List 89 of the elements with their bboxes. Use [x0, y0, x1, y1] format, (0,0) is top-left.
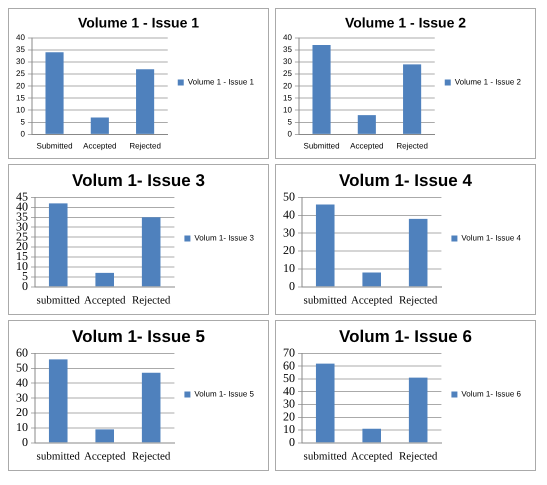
bar [95, 272, 114, 286]
y-tick-label: 40 [283, 384, 295, 398]
y-tick-label: 30 [283, 396, 295, 411]
bar [136, 69, 154, 134]
y-tick-label: 70 [283, 346, 295, 360]
x-tick-label: Rejected [396, 141, 428, 150]
y-tick-label: 15 [282, 93, 292, 102]
y-tick-label: 10 [16, 105, 26, 114]
y-tick-label: 15 [16, 93, 26, 102]
bar [403, 64, 422, 134]
chart-title: Volume 1 - Issue 1 [78, 14, 200, 30]
y-tick-label: 35 [16, 209, 28, 224]
x-tick-label: Rejected [132, 294, 171, 306]
y-tick-label: 5 [20, 118, 26, 127]
x-tick-label: Rejected [132, 450, 171, 462]
y-tick-label: 20 [282, 81, 292, 90]
bar [142, 217, 160, 286]
bar [48, 359, 68, 442]
x-tick-label: Accepted [83, 141, 116, 150]
y-tick-label: 25 [282, 69, 292, 78]
y-tick-label: 40 [282, 33, 292, 42]
y-tick-label: 50 [283, 371, 295, 386]
bar [90, 117, 109, 134]
y-tick-label: 5 [287, 118, 292, 127]
x-tick-label: Accepted [350, 141, 384, 150]
y-tick-label: 25 [16, 69, 26, 78]
bar [45, 52, 64, 134]
y-tick-label: 0 [289, 434, 295, 449]
y-tick-label: 60 [16, 346, 28, 360]
y-tick-label: 40 [283, 207, 295, 222]
y-tick-label: 0 [289, 278, 295, 293]
x-tick-label: Rejected [398, 450, 438, 462]
y-tick-label: 0 [20, 130, 26, 139]
y-tick-label: 40 [16, 33, 26, 42]
y-tick-label: 20 [16, 81, 26, 90]
y-tick-label: 35 [16, 45, 26, 54]
y-tick-label: 30 [283, 225, 295, 240]
bar [362, 272, 381, 286]
x-tick-label: Submitted [304, 141, 340, 150]
bar [316, 364, 335, 442]
bar [48, 203, 68, 286]
legend-label: Volume 1 - Issue 2 [454, 78, 522, 87]
y-tick-label: 0 [22, 434, 28, 449]
x-tick-label: Accepted [84, 450, 126, 462]
x-tick-label: submitted [36, 450, 80, 462]
legend-label: Volum 1- Issue 6 [461, 390, 522, 399]
x-tick-label: Accepted [84, 294, 126, 306]
y-tick-label: 20 [16, 405, 28, 420]
x-tick-label: Submitted [36, 141, 73, 150]
legend-label: Volum 1- Issue 3 [194, 234, 255, 243]
bar [408, 378, 428, 442]
bar [95, 429, 114, 442]
legend-label: Volum 1- Issue 4 [461, 234, 522, 243]
y-tick-label: 10 [283, 422, 295, 436]
y-tick-label: 10 [16, 420, 28, 434]
bar [408, 218, 428, 286]
x-tick-label: submitted [304, 450, 348, 462]
bar [316, 204, 335, 286]
y-tick-label: 20 [283, 243, 295, 258]
chart-title: Volum 1- Issue 5 [72, 326, 205, 346]
chart-title: Volume 1 - Issue 2 [344, 14, 466, 30]
x-tick-label: submitted [304, 294, 348, 306]
y-tick-label: 60 [283, 358, 295, 372]
x-tick-label: Accepted [350, 450, 393, 462]
y-tick-label: 30 [282, 57, 292, 66]
chart-title: Volum 1- Issue 4 [339, 170, 472, 190]
bar [362, 428, 381, 442]
y-tick-label: 30 [16, 57, 26, 66]
chart-title: Volum 1- Issue 6 [339, 326, 472, 346]
chart-title: Volum 1- Issue 3 [72, 170, 205, 190]
y-tick-label: 0 [287, 130, 292, 139]
x-tick-label: Rejected [129, 141, 161, 150]
bar [358, 115, 376, 134]
y-tick-label: 50 [16, 360, 28, 374]
y-tick-label: 20 [283, 409, 295, 424]
x-tick-label: submitted [36, 294, 80, 306]
y-tick-label: 10 [282, 105, 292, 114]
bar [142, 372, 160, 442]
bar [312, 45, 331, 134]
x-tick-label: Rejected [398, 294, 438, 306]
legend-label: Volume 1 - Issue 1 [188, 78, 255, 87]
y-tick-label: 35 [282, 45, 292, 54]
y-tick-label: 30 [16, 390, 28, 404]
y-tick-label: 10 [283, 261, 295, 276]
x-tick-label: Accepted [350, 294, 393, 306]
y-tick-label: 45 [16, 190, 28, 204]
y-tick-label: 50 [283, 190, 295, 204]
y-tick-label: 40 [16, 375, 28, 390]
legend-label: Volum 1- Issue 5 [194, 390, 255, 399]
